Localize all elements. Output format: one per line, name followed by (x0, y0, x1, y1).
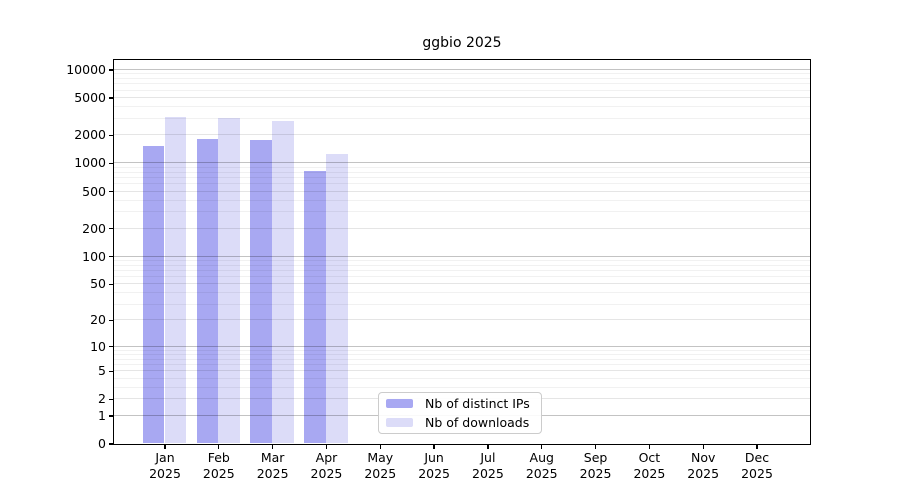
legend-swatch-downloads (386, 417, 413, 428)
x-tick-mark-dec (756, 444, 758, 449)
y-tick-mark-1000 (109, 162, 114, 165)
y-tick-mark-20 (109, 319, 114, 322)
bars-layer (114, 60, 810, 444)
y-tick-mark-10 (109, 345, 114, 348)
y-tick-mark-100 (109, 255, 114, 258)
y-tick-mark-200 (109, 228, 114, 230)
legend-item-downloads: Nb of downloads (386, 415, 534, 431)
y-tick-label-0: 0 (98, 436, 106, 451)
y-tick-mark-2 (109, 398, 114, 401)
x-tick-label-apr: Apr 2025 (310, 450, 343, 481)
x-tick-label-may: May 2025 (364, 450, 397, 481)
y-tick-label-1000: 1000 (74, 155, 106, 171)
x-tick-label-mar: Mar 2025 (256, 450, 289, 481)
y-tick-label-10000: 10000 (66, 62, 106, 77)
x-tick-mark-nov (702, 444, 704, 449)
bar-distinct-ips-apr (304, 171, 326, 444)
bar-distinct-ips-jan (142, 146, 165, 444)
y-tick-label-100: 100 (82, 248, 106, 264)
x-tick-mark-mar (271, 444, 274, 449)
plot-area (112, 58, 811, 445)
y-tick-label-500: 500 (82, 183, 106, 199)
y-tick-label-20: 20 (90, 312, 106, 328)
x-tick-label-sep: Sep 2025 (579, 450, 612, 481)
bar-downloads-apr (325, 153, 348, 444)
y-tick-label-200: 200 (82, 220, 106, 236)
x-tick-label-jun: Jun 2025 (418, 450, 450, 481)
legend-label-distinct-ips: Nb of distinct IPs (425, 396, 530, 411)
x-tick-label-nov: Nov 2025 (687, 450, 720, 481)
chart-title: ggbio 2025 (422, 35, 502, 51)
x-tick-mark-sep (594, 444, 597, 449)
y-tick-label-10: 10 (90, 338, 106, 354)
x-tick-label-oct: Oct 2025 (633, 450, 666, 481)
y-tick-mark-10000 (109, 69, 114, 71)
x-tick-mark-jul (487, 444, 489, 449)
x-tick-label-jan: Jan 2025 (149, 450, 181, 481)
x-tick-mark-feb (218, 444, 220, 449)
y-tick-label-2: 2 (98, 391, 106, 407)
x-tick-label-feb: Feb 2025 (202, 450, 235, 481)
bar-distinct-ips-feb (196, 138, 219, 444)
y-tick-label-1: 1 (98, 407, 106, 423)
legend-swatch-distinct-ips (386, 398, 413, 409)
y-tick-mark-5 (109, 370, 114, 372)
y-tick-mark-1 (109, 415, 114, 417)
bar-downloads-feb (218, 118, 241, 444)
x-tick-label-jul: Jul 2025 (472, 450, 504, 481)
x-tick-mark-apr (325, 444, 328, 449)
x-tick-mark-jan (164, 444, 166, 449)
legend: Nb of distinct IPs Nb of downloads (378, 392, 542, 434)
x-tick-mark-oct (648, 444, 651, 449)
legend-label-downloads: Nb of downloads (425, 415, 530, 430)
y-tick-label-5: 5 (98, 363, 106, 379)
y-tick-label-50: 50 (90, 276, 106, 292)
x-tick-label-aug: Aug 2025 (525, 450, 558, 481)
y-tick-mark-500 (109, 190, 114, 193)
x-tick-label-dec: Dec 2025 (741, 450, 773, 481)
y-tick-mark-2000 (109, 134, 114, 136)
y-tick-mark-50 (109, 283, 114, 285)
y-tick-mark-5000 (109, 97, 114, 99)
y-tick-label-2000: 2000 (74, 127, 106, 143)
y-tick-label-5000: 5000 (74, 90, 106, 106)
x-tick-mark-aug (541, 444, 543, 449)
y-tick-mark-0 (109, 443, 114, 445)
bar-distinct-ips-mar (250, 139, 273, 444)
x-tick-mark-jun (433, 444, 435, 449)
x-tick-mark-may (379, 444, 381, 449)
bar-downloads-jan (164, 117, 187, 444)
legend-item-distinct-ips: Nb of distinct IPs (386, 396, 534, 412)
bar-downloads-mar (272, 120, 294, 444)
